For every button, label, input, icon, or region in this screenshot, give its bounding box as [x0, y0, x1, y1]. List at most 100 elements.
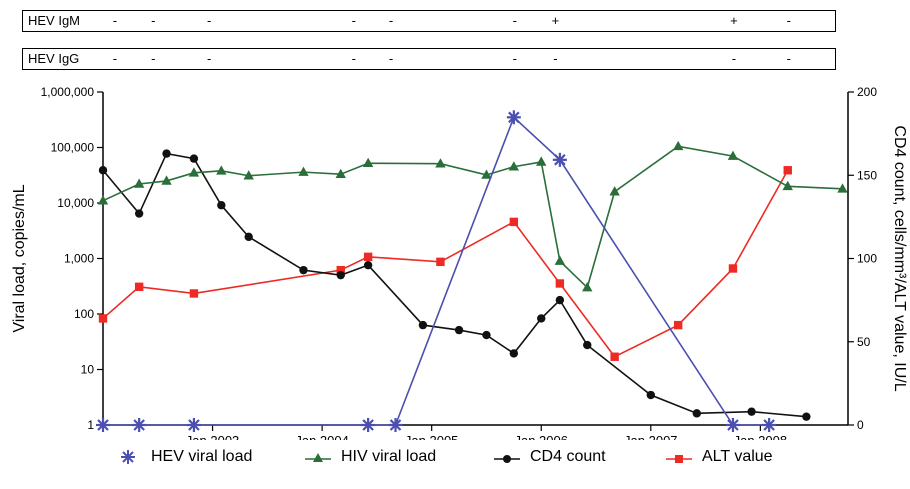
series-hev-viral-load — [96, 110, 777, 432]
data-point — [186, 418, 201, 432]
legend-label-alt: ALT value — [702, 448, 773, 465]
data-point — [509, 349, 519, 358]
left-y-tick-label: 10 — [81, 363, 95, 377]
asterisk-stroke — [389, 419, 402, 431]
left-y-tick-label: 100,000 — [51, 141, 95, 155]
data-point — [802, 412, 811, 421]
hev-igm-label: HEV IgM — [28, 13, 81, 28]
strip-mark: - — [207, 13, 212, 28]
data-point — [782, 180, 793, 191]
series-line — [102, 152, 807, 418]
x-tick-label: Jan 2007 — [624, 433, 678, 440]
data-point — [555, 279, 565, 288]
data-point — [762, 418, 777, 432]
strip-mark: - — [151, 51, 156, 66]
data-point — [298, 166, 309, 176]
data-point — [335, 168, 346, 179]
data-point — [134, 282, 144, 292]
series-line — [102, 169, 789, 358]
data-point — [188, 167, 200, 177]
series-hiv-viral-load — [97, 140, 848, 292]
data-point — [243, 170, 254, 180]
triangle-icon — [305, 453, 331, 462]
legend-item-alt: ALT value — [666, 442, 773, 472]
data-point — [189, 289, 199, 298]
x-tick-label: Jan 2008 — [734, 433, 788, 440]
legend-label-hev: HEV viral load — [151, 448, 253, 465]
asterisk-stroke — [133, 419, 145, 431]
strip-mark: - — [151, 13, 156, 28]
data-point — [747, 407, 756, 416]
strip-mark: - — [512, 13, 518, 28]
data-point — [98, 314, 108, 323]
right-y-axis-label: CD4 count, cells/mm³/ALT value, IU/L — [891, 125, 908, 391]
data-point — [388, 418, 403, 432]
legend: HEV viral load HIV viral load CD4 count … — [0, 442, 910, 472]
x-tick-label: Jan 2005 — [405, 433, 459, 440]
data-point — [610, 352, 619, 361]
hev-igg-strip: HEV IgG - - - - - - - - - — [22, 48, 836, 70]
asterisk-stroke — [97, 419, 109, 431]
data-point — [783, 166, 792, 175]
legend-item-hev: HEV viral load — [115, 442, 252, 472]
data-point — [299, 265, 308, 275]
right-y-tick-label: 50 — [857, 335, 871, 349]
right-y-tick-label: 150 — [857, 168, 877, 182]
data-point — [692, 409, 702, 418]
hev-igm-strip: HEV IgM - - - - - - + + - — [22, 10, 836, 32]
strip-mark: - — [786, 13, 791, 28]
asterisk-stroke — [362, 419, 374, 431]
strip-mark: - — [512, 51, 518, 66]
data-point — [96, 418, 110, 432]
left-y-axis-label: Viral load, copies/mL — [11, 184, 28, 332]
legend-item-cd4: CD4 count — [494, 442, 606, 472]
data-point — [97, 195, 109, 205]
data-point — [363, 260, 373, 270]
data-point — [583, 340, 592, 350]
x-tick-label: Jan 2006 — [514, 433, 568, 440]
data-point — [536, 156, 547, 166]
data-point — [161, 175, 172, 185]
data-point — [555, 295, 565, 305]
data-point — [672, 140, 684, 151]
data-point — [134, 209, 144, 218]
series-line — [102, 145, 843, 290]
data-point — [363, 252, 373, 262]
x-tick-label: Jan 2004 — [295, 433, 349, 440]
data-point — [582, 282, 593, 292]
series-alt-value — [98, 166, 792, 361]
strip-mark: - — [351, 13, 356, 28]
strip-mark: - — [731, 51, 737, 66]
data-point — [506, 110, 521, 125]
left-y-tick-label: 1 — [87, 418, 94, 432]
data-point — [217, 201, 226, 210]
data-point — [509, 217, 519, 227]
data-point — [189, 154, 199, 163]
hev-igg-label: HEV IgG — [28, 51, 80, 66]
left-y-tick-label: 10,000 — [57, 196, 94, 210]
data-point — [132, 418, 147, 432]
data-point — [508, 161, 520, 171]
data-point — [482, 330, 491, 340]
circle-icon — [494, 455, 520, 463]
data-point — [837, 183, 848, 193]
left-y-tick-label: 100 — [74, 307, 94, 321]
data-point — [435, 158, 446, 168]
data-point — [362, 157, 374, 168]
strip-mark: - — [207, 51, 212, 66]
data-point — [244, 232, 253, 242]
data-point — [552, 152, 567, 167]
left-y-tick-label: 1,000,000 — [41, 85, 95, 99]
strip-mark: - — [112, 51, 118, 66]
right-y-tick-label: 100 — [857, 252, 877, 266]
strip-mark: - — [388, 13, 394, 28]
right-y-tick-label: 200 — [857, 85, 877, 99]
data-point — [133, 178, 145, 188]
chart: Jan 2003 Jan 2004 Jan 2005 Jan 2006 Jan 2007… — [11, 85, 908, 440]
square-icon — [666, 455, 692, 463]
data-point — [728, 264, 738, 273]
legend-label-cd4: CD4 count — [530, 448, 606, 465]
data-point — [98, 166, 108, 175]
strip-mark: + — [551, 13, 560, 28]
left-y-tick-label: 1,000 — [64, 252, 94, 266]
